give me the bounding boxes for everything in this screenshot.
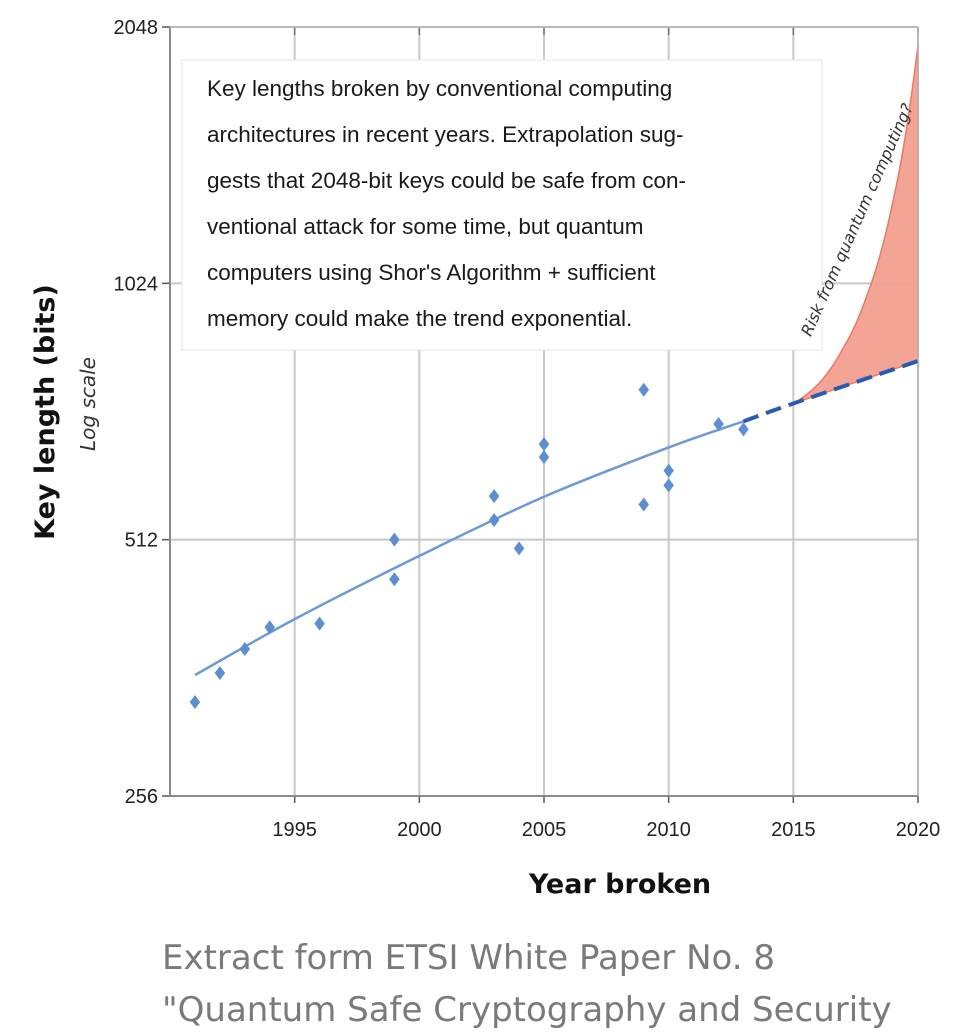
annotation-line: memory could make the trend exponential. — [207, 306, 632, 331]
y-tick-label: 1024 — [114, 273, 159, 295]
data-point — [488, 512, 500, 527]
annotation-panel — [181, 59, 823, 351]
data-point — [389, 532, 400, 547]
risk-area — [792, 45, 919, 405]
data-point — [538, 437, 550, 452]
risk-region — [792, 45, 919, 405]
x-tick-label: 2000 — [397, 819, 442, 841]
y-axis-subtitle: Log scale — [76, 357, 100, 451]
data-point — [663, 463, 674, 478]
trend-lines — [194, 359, 919, 677]
annotation-line: ventional attack for some time, but quan… — [207, 214, 643, 239]
data-point — [638, 382, 649, 397]
annotation-line: architectures in recent years. Extrapola… — [207, 122, 683, 147]
data-point — [538, 450, 550, 465]
data-point — [663, 478, 674, 493]
y-axis-title: Key length (bits) — [30, 284, 61, 540]
caption-line-1: Extract form ETSI White Paper No. 8 — [162, 938, 775, 978]
x-tick-label: 2005 — [522, 819, 567, 841]
data-point — [264, 620, 275, 635]
data-points — [189, 382, 749, 710]
x-axis-title: Year broken — [528, 869, 711, 900]
axes: 1995 2000 2005 2010 2015 2020 256 512 1024 2048 — [114, 17, 941, 841]
x-tick-label: 2020 — [896, 819, 941, 841]
annotation-line: computers using Shor's Algorithm + suffi… — [207, 260, 656, 285]
trend-line — [194, 420, 744, 677]
data-point — [389, 572, 400, 587]
annotation-line: gests that 2048-bit keys could be safe f… — [207, 168, 686, 193]
data-point — [488, 489, 500, 504]
annotation-box: Key lengths broken by conventional compu… — [181, 59, 823, 351]
y-tick-label: 256 — [125, 786, 158, 808]
key-length-chart: 1995 2000 2005 2010 2015 2020 256 512 1024 2048 K… — [30, 17, 941, 900]
data-point — [189, 695, 201, 710]
data-point — [638, 497, 649, 512]
data-point — [239, 641, 251, 656]
caption-line-2: "Quantum Safe Cryptography and Security — [162, 990, 892, 1030]
data-point — [713, 417, 724, 432]
x-tick-label: 1995 — [272, 819, 317, 841]
x-tick-label: 2010 — [646, 819, 691, 841]
annotation-line: Key lengths broken by conventional compu… — [207, 76, 672, 101]
data-point — [738, 422, 749, 437]
data-point — [513, 541, 525, 556]
data-point — [314, 616, 325, 631]
y-tick-label: 2048 — [114, 17, 159, 39]
trend-extrapolation — [742, 359, 919, 424]
data-point — [214, 666, 226, 681]
x-tick-label: 2015 — [771, 819, 816, 841]
y-tick-label: 512 — [125, 530, 158, 552]
